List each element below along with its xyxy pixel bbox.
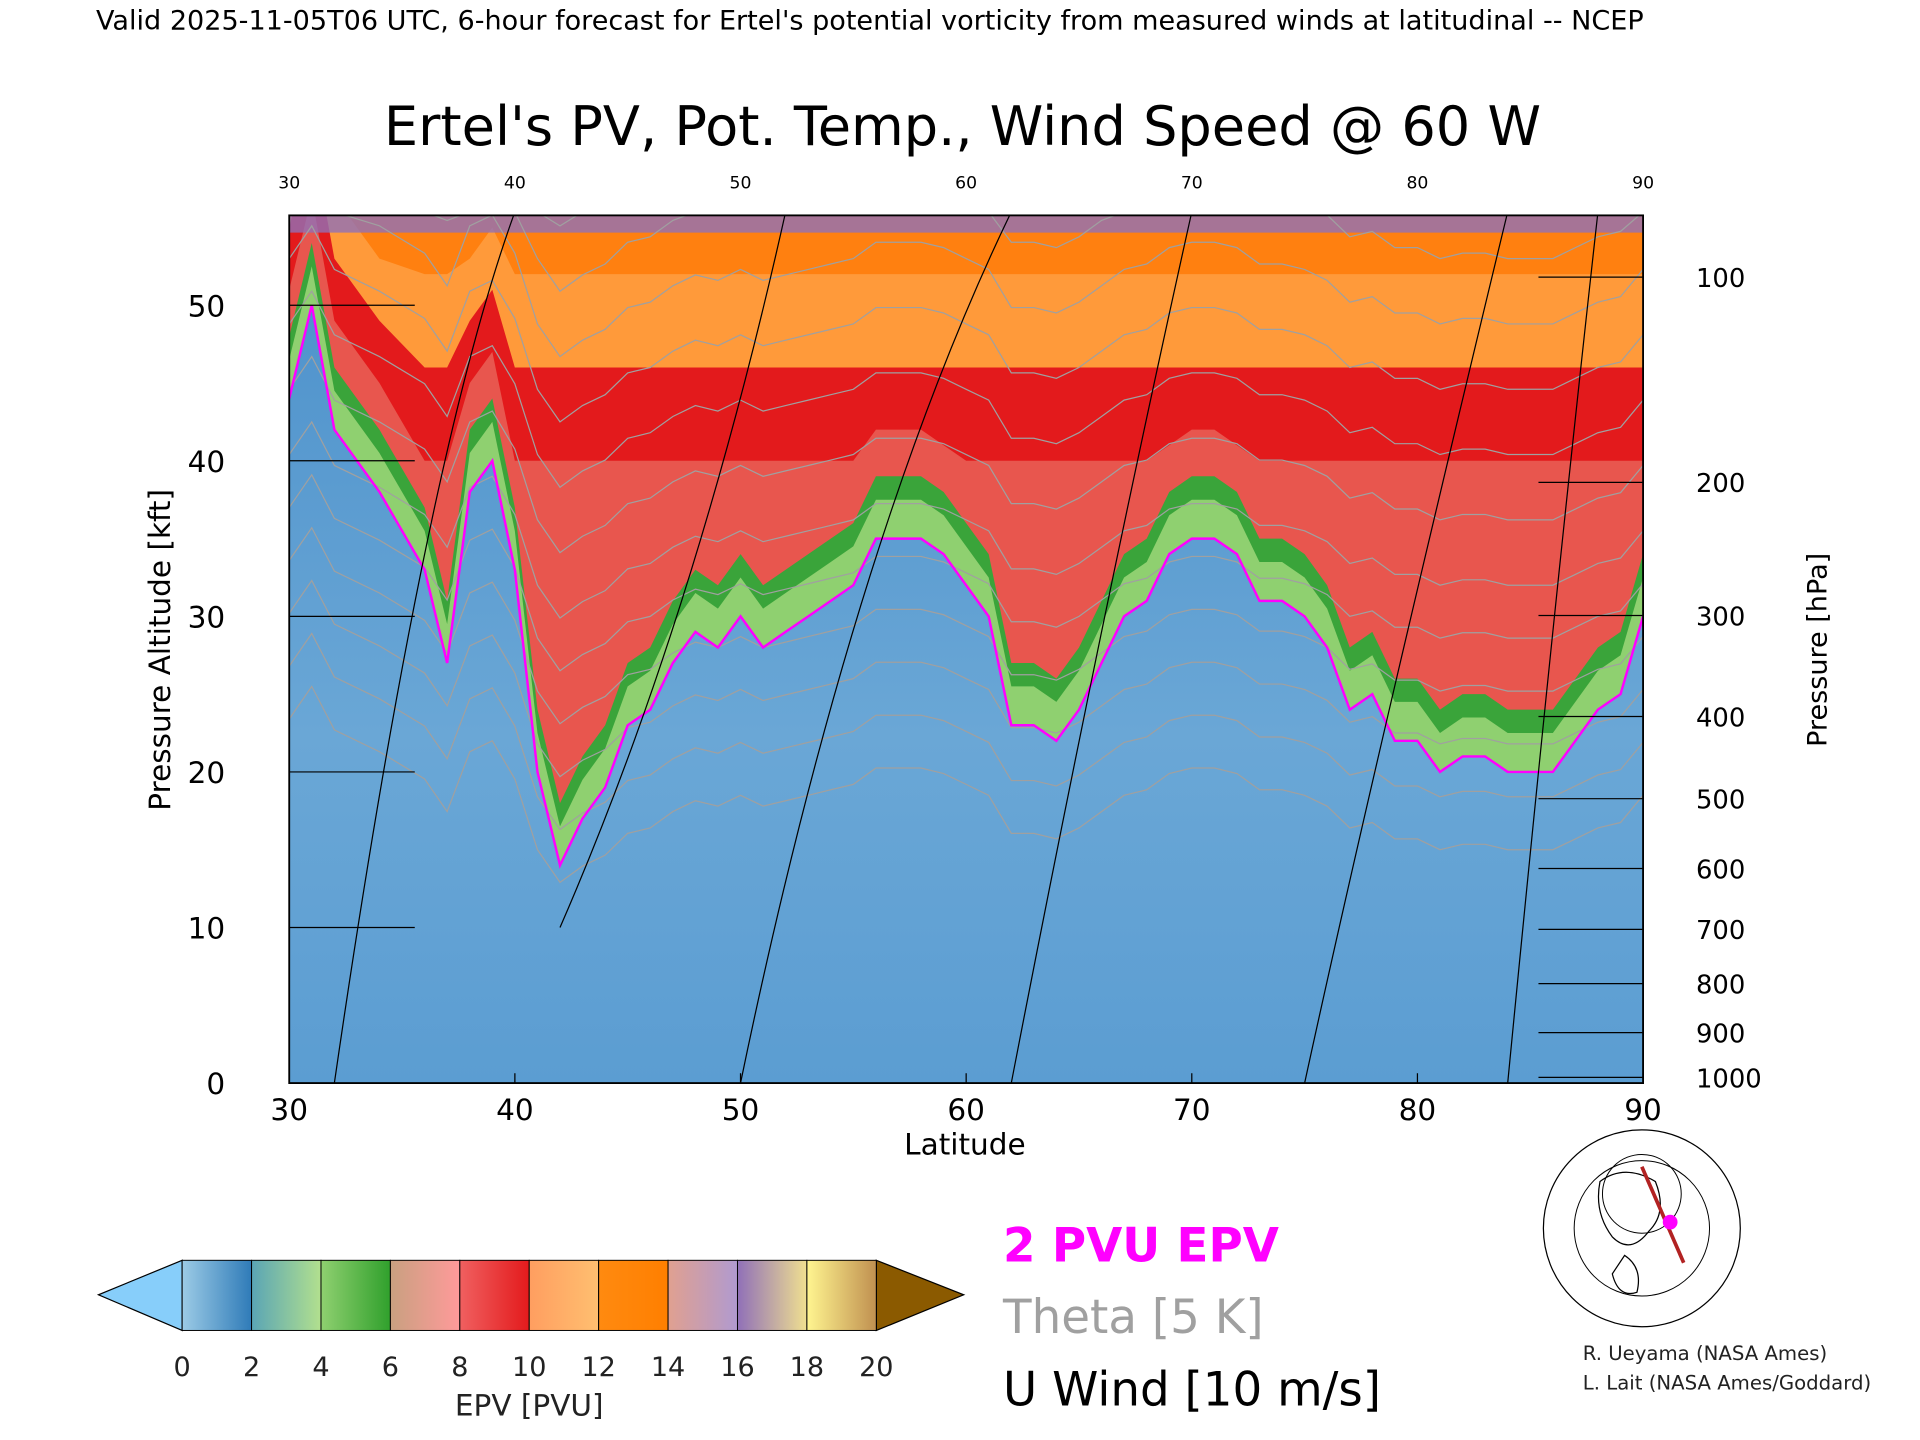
colorbar-tick-label: 8 [451,1352,468,1383]
x-tick-label: 60 [947,1093,985,1127]
colorbar-under-triangle [96,1259,183,1332]
top-x-tick-label: 90 [1632,173,1654,193]
pressure-tick-label: 600 [1696,855,1745,885]
x-axis-label: Latitude [904,1127,1025,1161]
colorbar-tick-label: 16 [720,1352,754,1383]
top-x-tick-label: 80 [1406,173,1428,193]
y-tick-label: 30 [188,600,226,634]
colorbar-label: EPV [PVU] [455,1388,604,1422]
colorbar-segment [736,1259,808,1331]
colorbar-tick-label: 2 [243,1352,260,1383]
colorbar-tick-label: 4 [312,1352,329,1383]
y-tick-label: 20 [188,756,226,790]
theta-contour [289,355,1644,554]
wind-contour [739,215,1011,1084]
pv-2pvu-contour [289,304,1644,869]
pressure-tick-label: 100 [1696,264,1745,294]
theta-contour [432,215,1641,293]
theta-contour [289,224,1644,423]
y2-axis-label: Pressure [hPa] [1802,553,1833,747]
colorbar-tick-label: 0 [174,1352,191,1383]
y-axis-label: Pressure Altitude [kft] [143,489,177,811]
colorbar-segment [459,1259,530,1331]
section-line [1640,1166,1686,1264]
y-tick-label: 0 [206,1067,225,1101]
credit-1: R. Ueyama (NASA Ames) [1583,1342,1827,1365]
theta-contour [289,685,1644,884]
x-tick-label: 50 [722,1093,760,1127]
theta-contour [343,215,1644,358]
header-text: Valid 2025-11-05T06 UTC, 6-hour forecast… [96,6,1644,37]
legend-pv: 2 PVU EPV [1003,1220,1279,1274]
pv-band-16 [289,215,1644,233]
top-x-tick-label: 40 [504,173,526,193]
colorbar-segment [251,1259,322,1331]
colorbar-tick-label: 18 [790,1352,824,1383]
wind-contour [333,215,515,1084]
colorbar-segment [598,1259,669,1331]
top-x-tick-label: 30 [278,173,300,193]
chart-title: Ertel's PV, Pot. Temp., Wind Speed @ 60 … [384,95,1541,158]
pressure-tick-label: 300 [1696,602,1745,632]
colorbar-segment [667,1259,738,1331]
colorbar-tick-label: 12 [581,1352,615,1383]
wind-contour [1507,215,1599,1084]
theta-contour [289,290,1644,489]
y-tick-label: 50 [188,289,226,323]
colorbar-segment [181,1259,253,1331]
credit-2: L. Lait (NASA Ames/Goddard) [1583,1372,1871,1395]
colorbar-tick-label: 10 [512,1352,546,1383]
theta-contour [541,215,579,227]
top-x-tick-label: 60 [955,173,977,193]
theta-contour [289,632,1644,831]
y-tick-label: 40 [188,445,226,479]
pressure-tick-label: 800 [1696,970,1745,1000]
location-map [1542,1129,1741,1328]
legend-wind: U Wind [10 m/s] [1003,1364,1381,1418]
pressure-tick-label: 900 [1696,1019,1745,1049]
x-tick-label: 70 [1173,1093,1211,1127]
pressure-tick-label: 700 [1696,916,1745,946]
x-tick-label: 40 [496,1093,534,1127]
colorbar-over-triangle [875,1259,966,1332]
x-tick-label: 80 [1399,1093,1437,1127]
legend-theta: Theta [5 K] [1002,1291,1264,1345]
pv-field [289,215,1644,1084]
pressure-tick-label: 500 [1696,786,1745,816]
x-tick-label: 90 [1624,1093,1662,1127]
x-tick-label: 30 [270,1093,308,1127]
theta-contour [289,420,1644,619]
colorbar-tick-label: 14 [651,1352,685,1383]
location-dot [1662,1214,1678,1230]
colorbar-segment [806,1259,877,1331]
pressure-tick-label: 400 [1696,703,1745,733]
wind-contour [559,215,786,928]
colorbar-tick-label: 20 [859,1352,893,1383]
theta-contour [289,473,1644,672]
pressure-tick-label: 1000 [1696,1064,1762,1094]
top-x-tick-label: 70 [1181,173,1203,193]
wind-contour [1304,215,1508,1084]
theta-contour [289,526,1644,725]
colorbar-segment [528,1259,600,1331]
pressure-tick-label: 200 [1696,469,1745,499]
wind-contour [1010,215,1192,1084]
colorbar-tick-label: 6 [382,1352,399,1383]
colorbar-segment [320,1259,391,1331]
theta-contour [289,579,1644,778]
colorbar: 0 2 4 6 8 10 12 14 16 18 20 [96,1259,966,1383]
top-x-tick-label: 50 [730,173,752,193]
y-tick-label: 10 [188,912,226,946]
colorbar-segment [389,1259,461,1331]
